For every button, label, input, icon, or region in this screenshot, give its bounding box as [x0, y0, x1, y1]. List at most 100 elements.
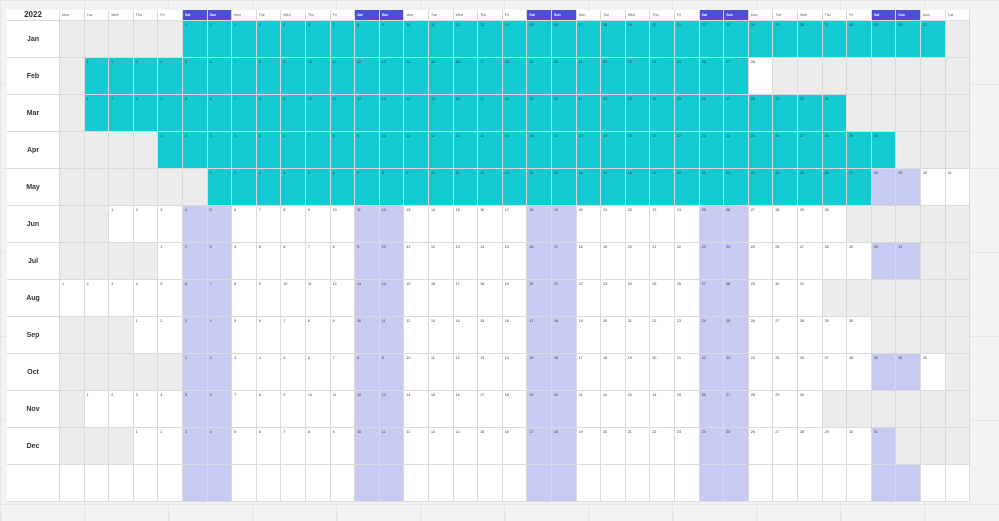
day-cell[interactable]: 14 — [453, 428, 479, 465]
day-cell[interactable]: 30 — [847, 317, 872, 354]
day-cell[interactable]: 4 — [207, 317, 233, 354]
day-cell[interactable]: 22 — [601, 95, 626, 132]
day-cell[interactable]: 22 — [650, 317, 675, 354]
day-cell[interactable]: 11 — [330, 391, 356, 428]
day-cell[interactable]: 10 — [281, 280, 306, 317]
day-cell[interactable]: 15 — [478, 317, 503, 354]
day-cell[interactable]: 12 — [355, 95, 380, 132]
day-cell[interactable]: 2 — [207, 21, 233, 58]
day-cell[interactable]: 27 — [822, 21, 848, 58]
day-cell[interactable]: 11 — [453, 169, 479, 206]
day-cell[interactable]: 22 — [724, 169, 749, 206]
day-cell[interactable]: 27 — [699, 280, 725, 317]
day-cell[interactable]: 27 — [798, 132, 823, 169]
day-cell[interactable]: 30 — [871, 243, 897, 280]
day-cell[interactable]: 23 — [625, 391, 651, 428]
day-cell[interactable]: 29 — [798, 206, 823, 243]
day-cell[interactable]: 3 — [183, 317, 208, 354]
day-cell[interactable]: 17 — [576, 21, 602, 58]
day-cell[interactable]: 15 — [404, 280, 429, 317]
day-cell[interactable]: 15 — [478, 428, 503, 465]
day-cell[interactable]: 19 — [576, 428, 602, 465]
day-cell[interactable]: 18 — [625, 169, 651, 206]
day-cell[interactable]: 3 — [133, 95, 159, 132]
day-cell[interactable]: 3 — [207, 243, 233, 280]
day-cell[interactable]: 15 — [429, 58, 454, 95]
day-cell[interactable]: 28 — [798, 317, 823, 354]
day-cell[interactable]: 17 — [453, 280, 479, 317]
day-cell[interactable]: 15 — [502, 132, 528, 169]
day-cell[interactable]: 30 — [822, 206, 848, 243]
day-cell[interactable]: 31 — [871, 428, 897, 465]
day-cell[interactable]: 4 — [232, 132, 257, 169]
day-cell[interactable]: 22 — [625, 206, 651, 243]
day-cell[interactable]: 16 — [502, 428, 528, 465]
day-cell[interactable]: 31 — [798, 280, 823, 317]
day-cell[interactable]: 7 — [281, 317, 306, 354]
day-cell[interactable]: 22 — [601, 58, 626, 95]
day-cell[interactable]: 10 — [306, 95, 331, 132]
day-cell[interactable]: 5 — [183, 58, 208, 95]
day-cell[interactable]: 21 — [650, 132, 675, 169]
day-cell[interactable]: 15 — [527, 21, 552, 58]
day-cell[interactable]: 6 — [207, 95, 233, 132]
day-cell[interactable]: 8 — [256, 391, 282, 428]
day-cell[interactable]: 8 — [379, 169, 405, 206]
day-cell[interactable]: 6 — [256, 317, 282, 354]
day-cell[interactable]: 11 — [330, 58, 356, 95]
day-cell[interactable]: 16 — [527, 243, 552, 280]
day-cell[interactable]: 1 — [158, 132, 183, 169]
day-cell[interactable]: 1 — [60, 280, 85, 317]
day-cell[interactable]: 29 — [847, 132, 872, 169]
day-cell[interactable]: 19 — [601, 243, 626, 280]
day-cell[interactable]: 26 — [798, 354, 823, 391]
day-cell[interactable]: 4 — [232, 243, 257, 280]
day-cell[interactable]: 20 — [650, 354, 675, 391]
day-cell[interactable]: 7 — [232, 391, 257, 428]
day-cell[interactable]: 13 — [453, 243, 479, 280]
day-cell[interactable]: 21 — [601, 206, 626, 243]
day-cell[interactable]: 14 — [527, 169, 552, 206]
day-cell[interactable]: 26 — [748, 428, 774, 465]
day-cell[interactable]: 5 — [207, 206, 233, 243]
day-cell[interactable]: 4 — [158, 391, 183, 428]
day-cell[interactable]: 21 — [699, 169, 725, 206]
day-cell[interactable]: 13 — [429, 317, 454, 354]
day-cell[interactable]: 20 — [625, 243, 651, 280]
day-cell[interactable]: 30 — [847, 428, 872, 465]
day-cell[interactable]: 8 — [256, 58, 282, 95]
day-cell[interactable]: 25 — [748, 243, 774, 280]
day-cell[interactable]: 3 — [207, 132, 233, 169]
day-cell[interactable]: 23 — [724, 21, 749, 58]
day-cell[interactable]: 13 — [379, 95, 405, 132]
day-cell[interactable]: 31 — [896, 243, 921, 280]
day-cell[interactable]: 29 — [773, 391, 798, 428]
day-cell[interactable]: 25 — [724, 428, 749, 465]
day-cell[interactable]: 6 — [306, 354, 331, 391]
day-cell[interactable]: 6 — [281, 243, 306, 280]
day-cell[interactable]: 29 — [871, 21, 897, 58]
day-cell[interactable]: 26 — [699, 58, 725, 95]
day-cell[interactable]: 17 — [601, 169, 626, 206]
day-cell[interactable]: 30 — [921, 169, 946, 206]
day-cell[interactable]: 24 — [699, 428, 725, 465]
day-cell[interactable]: 21 — [675, 21, 700, 58]
day-cell[interactable]: 29 — [847, 243, 872, 280]
day-cell[interactable]: 29 — [822, 317, 848, 354]
day-cell[interactable]: 25 — [699, 206, 725, 243]
day-cell[interactable]: 13 — [502, 169, 528, 206]
day-cell[interactable]: 1 — [84, 58, 110, 95]
day-cell[interactable]: 21 — [576, 95, 602, 132]
day-cell[interactable]: 23 — [675, 317, 700, 354]
day-cell[interactable]: 4 — [158, 95, 183, 132]
day-cell[interactable]: 19 — [527, 58, 552, 95]
day-cell[interactable]: 24 — [625, 280, 651, 317]
day-cell[interactable]: 26 — [822, 169, 848, 206]
day-cell[interactable]: 12 — [379, 206, 405, 243]
day-cell[interactable]: 27 — [773, 428, 798, 465]
day-cell[interactable]: 4 — [256, 21, 282, 58]
day-cell[interactable]: 16 — [552, 354, 577, 391]
day-cell[interactable]: 10 — [355, 317, 380, 354]
day-cell[interactable]: 9 — [355, 243, 380, 280]
day-cell[interactable]: 2 — [84, 280, 110, 317]
